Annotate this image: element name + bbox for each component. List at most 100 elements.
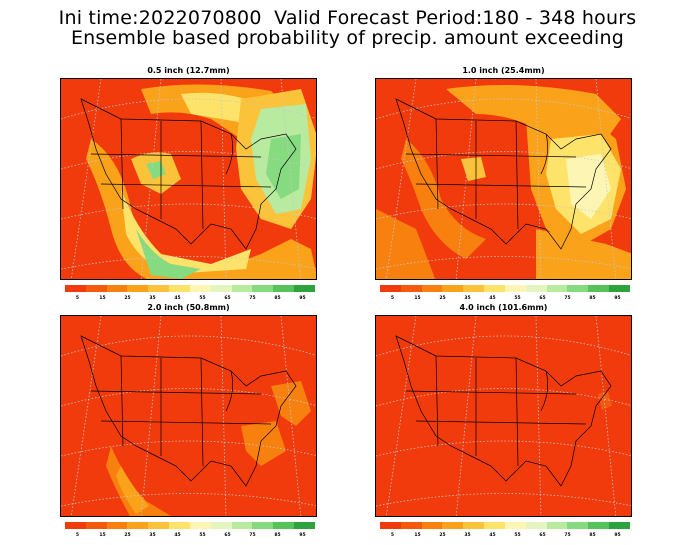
- main-title-line-2: Ensemble based probability of precip. am…: [70, 27, 625, 49]
- panel-title: 4.0 inch (101.6mm): [459, 303, 548, 312]
- colorbar-swatch: [65, 522, 86, 529]
- colorbar-label: 85: [589, 533, 596, 538]
- colorbar-label: 75: [249, 533, 256, 538]
- colorbar-swatch: [380, 522, 401, 529]
- colorbar-swatch: [106, 285, 128, 292]
- colorbar-label: 65: [224, 533, 231, 538]
- colorbar-swatch: [525, 522, 547, 529]
- colorbar-label: 85: [274, 533, 281, 538]
- colorbar-swatch: [421, 285, 443, 292]
- colorbar-label: 25: [124, 533, 131, 538]
- probability-map: [375, 78, 632, 280]
- colorbar-swatch: [210, 285, 232, 292]
- colorbar-label: 75: [249, 296, 256, 301]
- colorbar-swatch: [85, 522, 107, 529]
- colorbar-label: 55: [514, 296, 521, 301]
- colorbar-label: 55: [514, 533, 521, 538]
- colorbar: [65, 285, 315, 294]
- colorbar-swatch: [400, 522, 422, 529]
- colorbar-swatch: [210, 522, 232, 529]
- colorbar-label: 35: [149, 533, 156, 538]
- colorbar-label: 95: [299, 296, 306, 301]
- panel-title: 0.5 inch (12.7mm): [147, 66, 230, 75]
- colorbar-swatch: [546, 285, 568, 292]
- colorbar-label: 25: [124, 296, 131, 301]
- colorbar-label: 55: [199, 533, 206, 538]
- colorbar-swatch: [546, 522, 568, 529]
- colorbar-label: 15: [99, 296, 106, 301]
- colorbar-label: 85: [589, 296, 596, 301]
- colorbar-swatch: [65, 285, 86, 292]
- colorbar-label: 95: [299, 533, 306, 538]
- colorbar-swatch: [504, 522, 526, 529]
- colorbar-label: 15: [414, 296, 421, 301]
- colorbar-label: 5: [75, 296, 80, 301]
- colorbar-labels: 5 15 25 35 45 55 65 75 85 95: [65, 296, 315, 304]
- colorbar-swatch: [127, 522, 149, 529]
- colorbar-label: 45: [489, 296, 496, 301]
- colorbar-label: 65: [224, 296, 231, 301]
- colorbar-label: 85: [274, 296, 281, 301]
- colorbar-swatch: [85, 285, 107, 292]
- colorbar-swatch: [442, 522, 464, 529]
- colorbar-swatch: [463, 522, 485, 529]
- colorbar-swatch: [189, 522, 211, 529]
- colorbar-labels: 5 15 25 35 45 55 65 75 85 95: [380, 533, 630, 541]
- colorbar-swatch: [252, 522, 274, 529]
- colorbar-swatch: [231, 285, 253, 292]
- colorbar-swatch: [567, 522, 589, 529]
- colorbar-label: 65: [539, 296, 546, 301]
- colorbar-label: 45: [174, 533, 181, 538]
- colorbar-label: 5: [390, 533, 395, 538]
- colorbar-swatch: [463, 285, 485, 292]
- colorbar-label: 35: [464, 296, 471, 301]
- panel-title: 1.0 inch (25.4mm): [462, 66, 545, 75]
- colorbar-label: 45: [174, 296, 181, 301]
- colorbar: [380, 285, 630, 294]
- colorbar-label: 5: [75, 533, 80, 538]
- colorbar-swatch: [127, 285, 149, 292]
- colorbar-swatch: [231, 522, 253, 529]
- colorbar-label: 25: [439, 296, 446, 301]
- colorbar-label: 75: [564, 533, 571, 538]
- probability-map: [60, 78, 317, 280]
- colorbar-swatch: [609, 285, 630, 292]
- colorbar-swatch: [189, 285, 211, 292]
- colorbar-swatch: [169, 285, 190, 292]
- colorbar-swatch: [484, 285, 505, 292]
- colorbar: [65, 522, 315, 531]
- colorbar-swatch: [588, 285, 610, 292]
- colorbar-swatch: [504, 285, 526, 292]
- colorbar-swatch: [380, 285, 401, 292]
- colorbar-swatch: [567, 285, 589, 292]
- colorbar-swatch: [525, 285, 547, 292]
- colorbar-label: 95: [614, 533, 621, 538]
- colorbar-label: 15: [99, 533, 106, 538]
- colorbar-swatch: [588, 522, 610, 529]
- colorbar-swatch: [294, 522, 315, 529]
- colorbar-swatch: [106, 522, 128, 529]
- colorbar-labels: 5 15 25 35 45 55 65 75 85 95: [380, 296, 630, 304]
- main-title-line-1: Ini time:2022070800 Valid Forecast Perio…: [58, 7, 637, 29]
- probability-map: [60, 315, 317, 517]
- colorbar-swatch: [609, 522, 630, 529]
- colorbar-label: 25: [439, 533, 446, 538]
- colorbar-swatch: [484, 522, 505, 529]
- colorbar-label: 55: [199, 296, 206, 301]
- colorbar-swatch: [169, 522, 190, 529]
- colorbar-swatch: [421, 522, 443, 529]
- colorbar-swatch: [273, 285, 295, 292]
- panel-title: 2.0 inch (50.8mm): [147, 303, 230, 312]
- colorbar-label: 35: [149, 296, 156, 301]
- colorbar-label: 65: [539, 533, 546, 538]
- colorbar-label: 15: [414, 533, 421, 538]
- probability-map: [375, 315, 632, 517]
- colorbar-label: 95: [614, 296, 621, 301]
- colorbar-label: 5: [390, 296, 395, 301]
- colorbar-swatch: [442, 285, 464, 292]
- colorbar-swatch: [148, 522, 170, 529]
- colorbar-labels: 5 15 25 35 45 55 65 75 85 95: [65, 533, 315, 541]
- colorbar-label: 35: [464, 533, 471, 538]
- colorbar-label: 75: [564, 296, 571, 301]
- colorbar-swatch: [294, 285, 315, 292]
